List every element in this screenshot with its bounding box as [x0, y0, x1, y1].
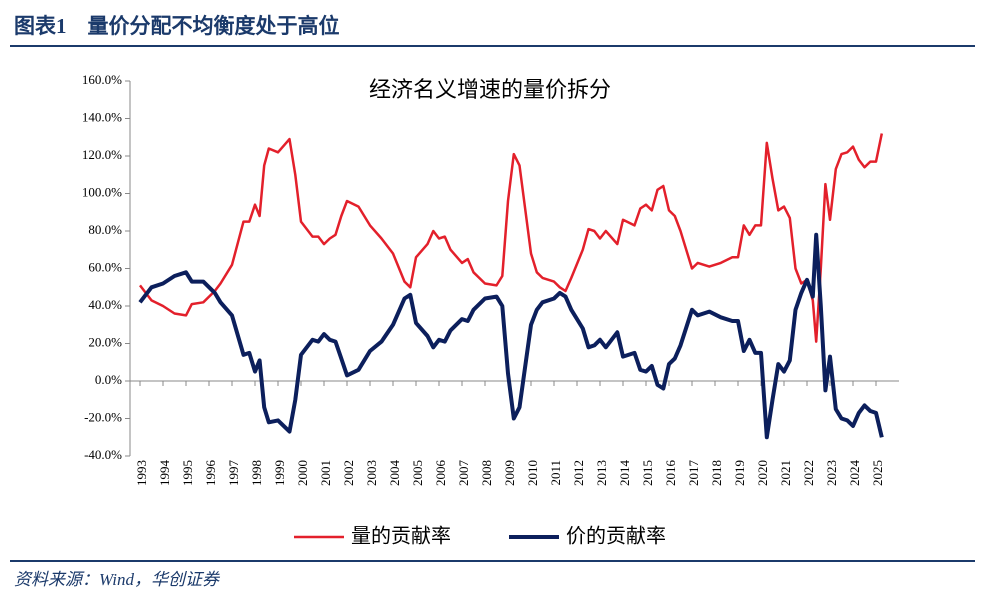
series-line	[139, 133, 884, 343]
y-tick-label: 20.0%	[88, 334, 122, 349]
y-tick-label: -40.0%	[84, 447, 122, 462]
x-tick-label: 2017	[686, 460, 701, 487]
x-tick-label: 2000	[295, 460, 310, 486]
y-tick-label: 140.0%	[82, 109, 122, 124]
x-tick-label: 2014	[617, 460, 632, 487]
x-tick-label: 2004	[387, 460, 402, 487]
x-tick-label: 1999	[272, 460, 287, 486]
x-tick-label: 2016	[663, 460, 678, 487]
x-tick-label: 2009	[502, 460, 517, 486]
x-tick-label: 1996	[203, 460, 218, 487]
y-tick-label: 0.0%	[95, 372, 122, 387]
x-tick-label: 2019	[732, 460, 747, 486]
y-tick-label: -20.0%	[84, 409, 122, 424]
legend-label: 价的贡献率	[566, 525, 666, 548]
x-tick-label: 2005	[410, 460, 425, 486]
x-tick-label: 2006	[433, 460, 448, 487]
header-title: 图表1 量价分配不均衡度处于高位	[14, 14, 340, 38]
y-tick-label: 60.0%	[88, 259, 122, 274]
y-tick-label: 160.0%	[82, 72, 122, 87]
x-tick-label: 1994	[157, 460, 172, 487]
x-tick-label: 2015	[640, 460, 655, 486]
plot: -40.0% -20.0% 0.0% 20.0% 40.0% 60.0% 80.0% 100.…	[82, 72, 899, 548]
x-tick-label: 1998	[249, 460, 264, 486]
y-tick-label: 80.0%	[88, 222, 122, 237]
x-tick-label: 1995	[180, 460, 195, 486]
x-tick-label: 2011	[548, 460, 563, 486]
x-tick-label: 2022	[801, 460, 816, 486]
chart-title: 经济名义增速的量价拆分	[369, 77, 611, 102]
x-tick-label: 2025	[870, 460, 885, 486]
x-tick-label: 2021	[778, 460, 793, 486]
x-tick-label: 2018	[709, 460, 724, 486]
x-tick-label: 2002	[341, 460, 356, 486]
x-tick-label: 2007	[456, 460, 471, 487]
x-tick-label: 2008	[479, 460, 494, 486]
x-tick-label: 2003	[364, 460, 379, 486]
x-tick-label: 2013	[594, 460, 609, 486]
x-tick-label: 2020	[755, 460, 770, 486]
x-tick-label: 2023	[824, 460, 839, 486]
x-tick-label: 2012	[571, 460, 586, 486]
x-tick-label: 2010	[525, 460, 540, 486]
x-tick-label: 2024	[847, 460, 862, 487]
series-line	[138, 232, 884, 440]
y-tick-label: 120.0%	[82, 147, 122, 162]
y-tick-label: 40.0%	[88, 297, 122, 312]
legend-label: 量的贡献率	[351, 525, 451, 548]
y-tick-label: 100.0%	[82, 184, 122, 199]
x-tick-label: 1997	[226, 460, 241, 487]
source-note: 资料来源：Wind，华创证券	[14, 570, 221, 589]
x-tick-label: 2001	[318, 460, 333, 486]
x-tick-label: 1993	[134, 460, 149, 486]
